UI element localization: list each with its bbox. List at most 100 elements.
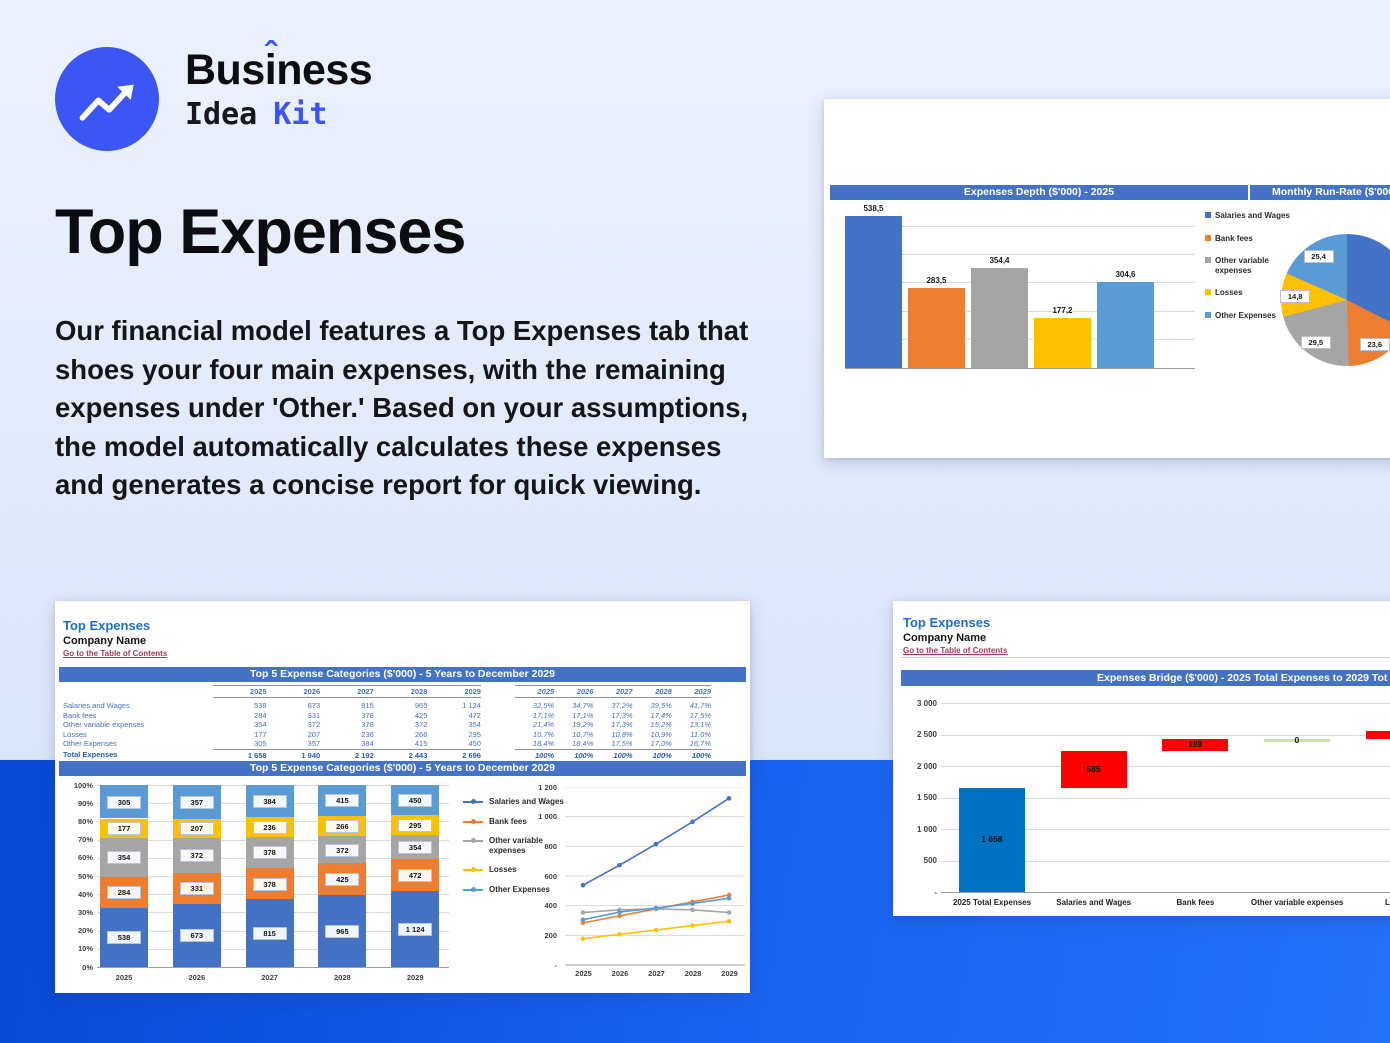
value-cell: 331 [307,710,321,720]
screenshot-expenses-depth-runrate: Expenses Depth ($'000) - 2025 Monthly Ru… [824,99,1390,458]
segment-value-label: 415 [325,794,360,808]
percentage-cell: 2025 [537,687,555,696]
value-cell: 2027 [357,687,374,696]
row-label: Total Expenses [63,749,118,759]
percentage-cell: 10,7% [532,729,555,739]
stacked-bar-2027: 815 378 378 236 384 [245,785,294,967]
value-cell: 266 [414,729,428,739]
percentage-cell: 17,3% [611,710,633,720]
y-axis-tick: 100% [73,780,93,790]
segment-value-label: 378 [252,846,287,860]
x-axis-label: Losses [1385,898,1390,907]
row-label: Bank fees [63,710,97,720]
page-description: Our financial model features a Top Expen… [55,315,749,500]
table-row-losses: Losses 177 207 236 266 295 10,7% 10,7% 10,8% 10,9… [63,730,742,740]
x-axis-label: 2027 [648,969,665,978]
expenses-bridge-waterfall-chart: 3 000 2 500 2 000 1 500 1 000 500 - 1 658 585 189… [917,699,1390,907]
line-series-salaries-and-wages [582,797,730,886]
percentage-cell: 17,1% [532,710,555,720]
percentage-cell: 10,7% [572,729,594,739]
value-cell: 177 [254,729,267,739]
legend-line-marker [463,867,483,872]
segment-value-label: 305 [107,795,141,809]
y-axis-tick: 0% [82,962,93,972]
table-of-contents-link[interactable]: Go to the Table of Contents [63,649,168,658]
gridline [941,892,1390,893]
x-axis-label: Salaries and Wages [1056,898,1132,907]
y-axis-tick: 40% [77,889,93,899]
segment-value-label: 378 [252,877,287,891]
y-axis-tick: 2 500 [916,730,937,739]
value-cell: 472 [468,710,481,720]
table-header-top5-categories: Top 5 Expense Categories ($'000) - 5 Yea… [59,667,746,682]
percentage-cell: 17,5% [611,739,633,748]
segment-value-label: 354 [107,851,141,865]
segment-value-label: 1 124 [398,923,433,937]
sheet-title: Top Expenses [63,618,151,633]
y-axis-tick: 20% [77,926,93,936]
divider-line [901,657,1390,658]
value-cell: 2026 [303,687,321,696]
legend-label: Bank fees [1215,233,1253,243]
segment-value-label: 295 [398,819,433,833]
value-cell: 1 658 [247,750,267,760]
percentage-cell: 100% [652,750,672,760]
value-cell: 2 696 [462,750,481,760]
segment-value-label: 673 [179,929,214,943]
y-axis-tick: 70% [77,835,93,845]
percentage-cell: 18,4% [532,739,555,748]
gridline [845,226,1195,228]
expenses-depth-bar-chart: 538,5 283,5 354,4 177,2 304,6 [845,204,1195,369]
bar-value-label: 585 [1086,763,1101,774]
gridline [941,797,1390,799]
y-axis-tick: 1 000 [916,824,937,834]
table-years-header: 2025 2026 2027 2028 2029 2025 2026 2027 2028 2029 [63,685,742,698]
y-axis-tick: 30% [77,907,93,917]
x-axis-label: Other variable expenses [1250,898,1344,907]
value-cell: 1 124 [462,701,481,710]
bar-value-label: 283,5 [926,276,947,286]
y-axis-tick: - [934,887,937,897]
gridline [941,766,1390,767]
legend-label: Losses [1215,288,1243,297]
legend-dot-marker [471,818,476,824]
table-of-contents-link[interactable]: Go to the Table of Contents [903,646,1008,655]
segment-value-label: 472 [398,869,433,883]
row-values: 305 357 384 415 450 [213,739,481,749]
percentage-cell: 19,2% [572,720,594,729]
segment-value-label: 207 [179,822,214,836]
pie-label-bank-fees: 23,6 [1359,337,1390,351]
row-label [63,685,213,698]
legend-dot-marker [471,838,476,843]
stacked-bar-2026: 673 331 372 207 357 [172,785,221,967]
value-cell: 372 [414,720,428,729]
legend-item-bank-fees: Bank fees [463,817,565,827]
trend-arrow-icon [79,84,134,121]
percentage-cell: 17,0% [650,739,672,748]
value-cell: 2025 [249,687,267,696]
y-axis-tick: - [554,960,558,970]
stacked-bar-2028: 965 425 372 266 415 [318,785,367,967]
y-axis-tick: 1 000 [538,812,557,822]
value-cell: 815 [361,701,374,710]
chart-header-expenses-depth: Expenses Depth ($'000) - 2025 [830,185,1248,200]
legend-dot-marker [471,867,476,872]
x-axis-label: 2025 [575,969,592,978]
x-axis-label: 2029 [406,973,424,982]
percentage-cell: 2026 [576,687,594,696]
top5-expense-table: 2025 2026 2027 2028 2029 2025 2026 2027 2028 2029… [63,685,742,761]
percentage-cell: 15,2% [650,720,672,729]
y-axis-tick: 200 [544,930,557,940]
x-axis-label: 2029 [721,969,738,978]
row-values: 538 673 815 965 1 124 [213,701,481,711]
value-cell: 965 [414,701,428,710]
x-axis-label: 2028 [684,969,702,978]
segment-value-label: 538 [107,931,141,945]
bridge-bar-salaries-and-wages [1060,750,1127,788]
legend-label: Losses [489,865,517,874]
y-axis-tick: 500 [923,856,937,865]
top5-stacked-bar-chart: 100% 90% 80% 70% 60% 50% 40% 30% 20% 10% 0% 538 284 3… [74,781,449,982]
row-percentages: 10,7% 10,7% 10,8% 10,9% 11,0% [515,730,711,740]
row-values: 177 207 236 266 295 [213,730,481,740]
bar-value-label: 118 [1366,730,1390,740]
